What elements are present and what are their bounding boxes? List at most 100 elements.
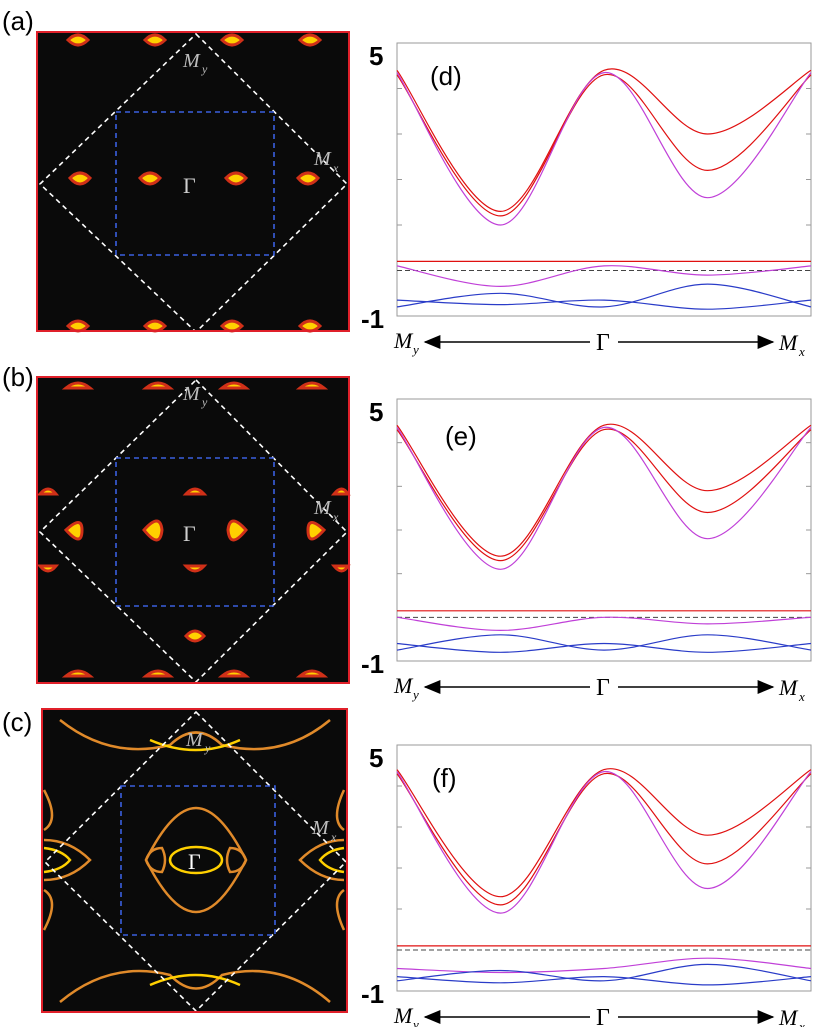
fs-contour	[144, 846, 167, 874]
band-line-blue	[396, 634, 812, 651]
fs-contour	[42, 888, 54, 931]
band-line-blue	[396, 283, 812, 308]
x-label-my: M	[393, 1003, 414, 1027]
y-min-label: -1	[361, 979, 384, 1009]
band-line-magenta	[396, 71, 812, 226]
fs-pocket	[297, 319, 323, 333]
fs-pocket	[65, 319, 91, 333]
fs-pocket	[183, 629, 207, 643]
band-line-red	[396, 68, 812, 213]
fs-contour	[43, 838, 92, 882]
fs-gamma-a: Γ	[183, 173, 196, 198]
fs-contour	[168, 845, 224, 875]
fs-pocket	[63, 521, 84, 541]
x-label-mx: M	[778, 675, 799, 700]
fs-pocket	[217, 381, 251, 390]
fs-pocket	[65, 33, 91, 47]
fs-pocket	[142, 33, 168, 47]
y-max-label: 5	[369, 397, 383, 427]
fs-mx-sub-b: x	[332, 510, 339, 524]
fs-pockets-b	[36, 381, 351, 678]
fs-pocket	[295, 171, 321, 186]
x-label-my-sub: y	[411, 342, 419, 357]
panel-label-a: (a)	[2, 6, 34, 36]
y-max-label: 5	[369, 743, 383, 773]
fs-my-a: M	[182, 50, 201, 72]
band-line-magenta	[396, 616, 812, 632]
x-label-mx-sub: x	[798, 344, 805, 359]
fs-pocket	[36, 564, 60, 573]
fs-panel-b: (b) Γ M y M x	[2, 362, 351, 684]
band-line-magenta	[396, 426, 812, 570]
x-label-my: M	[393, 673, 414, 698]
x-label-mx: M	[778, 330, 799, 355]
band-line-magenta	[396, 265, 812, 288]
rbz-square-c	[120, 785, 276, 936]
panel-label: (f)	[432, 763, 457, 793]
band-line-blue	[396, 975, 812, 986]
fs-pocket	[295, 381, 329, 390]
fs-frame-b	[36, 376, 350, 684]
fs-pocket	[142, 519, 164, 542]
fs-contour	[59, 719, 331, 751]
fs-contour	[59, 969, 331, 1003]
x-label-mx: M	[778, 1005, 799, 1027]
fs-pocket	[61, 381, 95, 390]
fs-mx-sub-a: x	[332, 161, 339, 175]
band-line-magenta	[396, 957, 812, 974]
panel-label: (d)	[430, 61, 462, 91]
fs-my-b: M	[182, 383, 201, 405]
fs-pocket	[295, 669, 329, 678]
fs-contour	[335, 789, 346, 832]
fs-my-sub-a: y	[201, 62, 208, 76]
fs-pocket	[330, 564, 351, 573]
fs-mx-b: M	[313, 497, 332, 519]
band-line-blue	[396, 299, 812, 310]
x-label-mx-sub: x	[798, 689, 805, 704]
fs-my-sub-c: y	[204, 741, 211, 755]
fs-background	[42, 709, 347, 1012]
band-line-blue	[396, 642, 812, 653]
fs-mx-sub-c: x	[330, 830, 337, 844]
fs-pocket	[137, 171, 163, 186]
fs-pocket	[217, 669, 251, 678]
y-min-label: -1	[361, 304, 384, 334]
fs-gamma-b: Γ	[183, 521, 196, 546]
panel-label-c: (c)	[2, 707, 32, 737]
fs-contour	[335, 888, 346, 931]
fs-contour	[225, 846, 248, 874]
x-label-my: M	[393, 328, 414, 353]
x-label-my-sub: y	[411, 687, 419, 702]
fs-frame-c	[41, 708, 348, 1013]
x-label-gamma: Γ	[596, 330, 610, 356]
x-label-gamma: Γ	[596, 1005, 610, 1027]
x-label-mx-sub: x	[798, 1019, 805, 1027]
fs-contour	[318, 846, 345, 874]
fs-mx-a: M	[313, 148, 332, 170]
fs-pocket	[306, 521, 327, 541]
band-line-red	[396, 74, 812, 217]
panel-label: (e)	[445, 421, 477, 451]
band-line-blue	[396, 963, 812, 982]
x-label-my-sub: y	[411, 1017, 419, 1027]
band-line-red	[396, 768, 812, 898]
fs-mx-c: M	[311, 817, 330, 839]
fs-pocket	[219, 319, 245, 333]
fs-pocket	[141, 669, 175, 678]
fs-panel-a: (a) Γ M y M x	[2, 6, 350, 334]
fs-pocket	[297, 33, 323, 47]
fs-pockets-a	[65, 33, 323, 333]
fs-panel-c: (c) Γ M y M x	[2, 707, 348, 1013]
band-line-red	[396, 773, 812, 906]
fs-frame-a	[36, 31, 350, 332]
rbz-square-a	[115, 111, 275, 256]
y-min-label: -1	[361, 649, 384, 679]
fs-contour	[149, 973, 241, 987]
fs-pocket	[223, 171, 249, 186]
fs-contours-c	[42, 719, 346, 1003]
fs-pocket	[67, 171, 93, 186]
